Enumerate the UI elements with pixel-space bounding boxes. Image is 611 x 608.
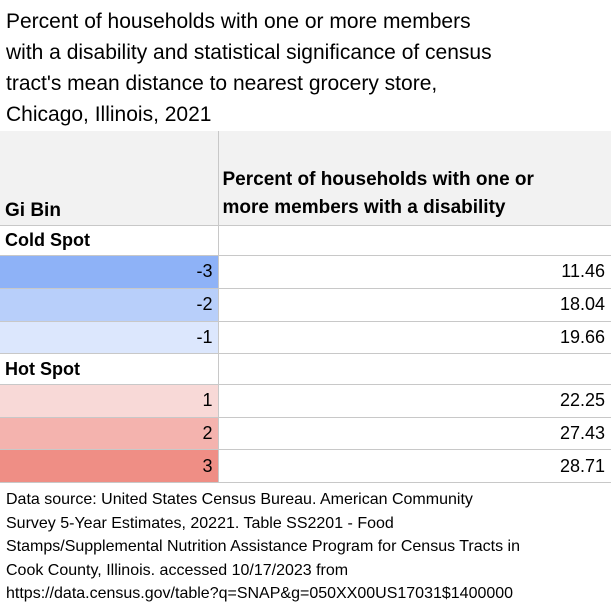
data-source-note: Data source: United States Census Bureau… <box>6 491 520 602</box>
data-table: Gi Bin Percent of households with one or… <box>0 131 611 483</box>
table-row: 2 27.43 <box>0 417 611 451</box>
value-cell: 19.66 <box>217 321 611 355</box>
value-cell: 11.46 <box>217 255 611 289</box>
bin-cell: 3 <box>0 449 218 483</box>
column-header-gi-bin: Gi Bin <box>0 131 218 226</box>
group-label-cold-spot: Cold Spot <box>0 225 218 257</box>
table-row: 1 22.25 <box>0 384 611 418</box>
bin-cell: -3 <box>0 255 218 289</box>
column-header-percent: Percent of households with one or more m… <box>217 131 611 226</box>
group-row-hot-spot: Hot Spot <box>0 353 611 385</box>
group-empty-cell <box>217 353 611 385</box>
column-header-percent-text: Percent of households with one or more m… <box>222 168 534 218</box>
group-row-cold-spot: Cold Spot <box>0 225 611 257</box>
group-empty-cell <box>217 225 611 257</box>
table-title: Percent of households with one or more m… <box>6 10 492 126</box>
value-cell: 18.04 <box>217 288 611 322</box>
bin-cell: 2 <box>0 417 218 451</box>
table-row: -1 19.66 <box>0 321 611 355</box>
value-cell: 22.25 <box>217 384 611 418</box>
value-cell: 27.43 <box>217 417 611 451</box>
bin-cell: 1 <box>0 384 218 418</box>
table-row: -2 18.04 <box>0 288 611 322</box>
bin-cell: -1 <box>0 321 218 355</box>
group-label-hot-spot: Hot Spot <box>0 353 218 385</box>
table-row: -3 11.46 <box>0 255 611 289</box>
bin-cell: -2 <box>0 288 218 322</box>
header-row: Gi Bin Percent of households with one or… <box>0 131 611 226</box>
value-cell: 28.71 <box>217 449 611 483</box>
table-row: 3 28.71 <box>0 449 611 483</box>
